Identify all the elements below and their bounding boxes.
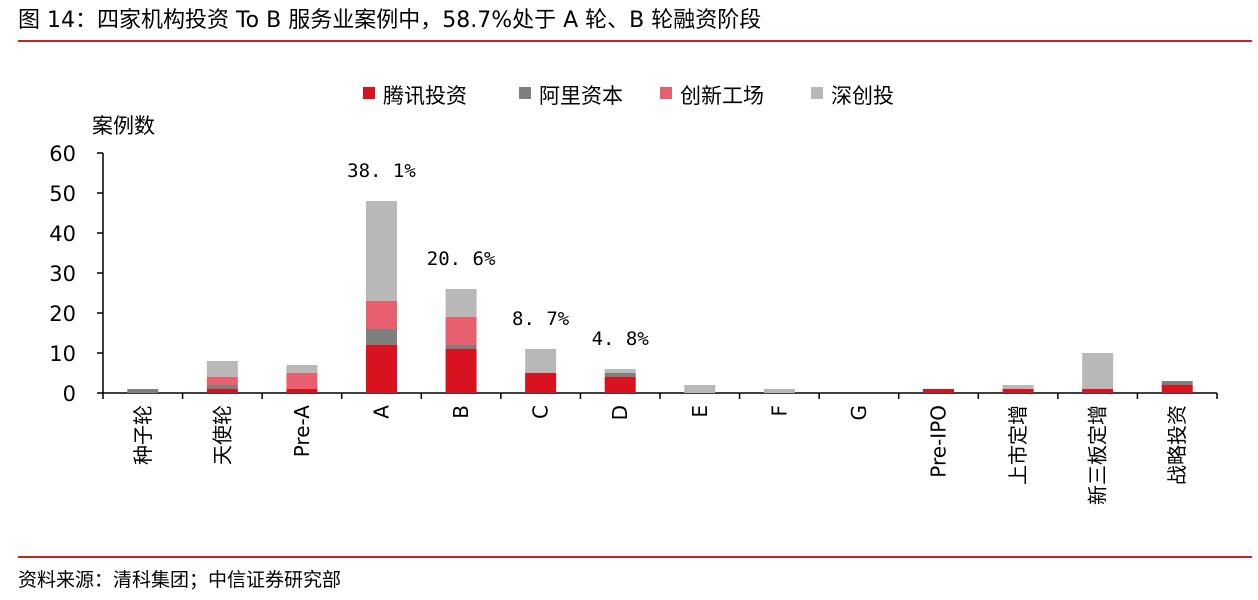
y-tick-labels: 0 10 20 30 40 50 60 xyxy=(49,142,76,406)
legend-swatch xyxy=(660,87,672,99)
bar-segment xyxy=(445,345,477,349)
y-axis-label: 案例数 xyxy=(92,114,155,138)
x-tick-label: E xyxy=(688,405,712,418)
bar-segment xyxy=(366,329,397,345)
bar-segment xyxy=(684,385,716,393)
x-tick-label: C xyxy=(529,405,553,419)
bar-segment xyxy=(1082,389,1114,393)
bar-segment xyxy=(604,369,636,373)
bar-segment xyxy=(923,389,954,393)
title-divider xyxy=(18,40,1252,42)
bars xyxy=(127,201,1193,393)
bar-segment xyxy=(445,317,477,345)
x-tick-label: 种子轮 xyxy=(131,405,155,465)
bar-segment xyxy=(206,385,238,389)
x-tick-label: 战略投资 xyxy=(1165,405,1189,485)
y-tick-label: 0 xyxy=(63,382,76,406)
bar-segment xyxy=(206,377,238,385)
bar-segment xyxy=(366,301,397,329)
legend-item: 阿里资本 xyxy=(519,84,623,108)
bar-annotation: 38. 1% xyxy=(347,160,416,182)
legend-label: 阿里资本 xyxy=(539,84,623,108)
x-tick-label: G xyxy=(847,405,871,421)
bar-segment xyxy=(206,389,238,393)
legend-item: 深创投 xyxy=(811,84,894,108)
bar-segment xyxy=(1161,381,1193,385)
x-tick-label: A xyxy=(370,405,394,419)
y-tick-label: 10 xyxy=(49,342,76,366)
y-tick-label: 40 xyxy=(49,222,76,246)
x-tick-label: Pre-IPO xyxy=(927,405,951,478)
bar-segment xyxy=(763,389,795,393)
x-tick-label: 天使轮 xyxy=(210,405,234,465)
bar-segment xyxy=(127,389,159,393)
bar-segment xyxy=(604,373,636,377)
stacked-bar-chart: 腾讯投资 阿里资本 创新工场 深创投 案例数 38. 1% 20. 6% 8. 7% 4. … xyxy=(49,84,1218,505)
bar-segment xyxy=(445,349,477,393)
bar-segment xyxy=(1161,385,1193,393)
legend-item: 腾讯投资 xyxy=(363,84,467,108)
figure-title: 图 14：四家机构投资 To B 服务业案例中，58.7%处于 A 轮、B 轮融… xyxy=(18,8,762,33)
chart-legend: 腾讯投资 阿里资本 创新工场 深创投 xyxy=(363,84,894,108)
axes xyxy=(97,152,1218,399)
bar-annotations: 38. 1% 20. 6% 8. 7% 4. 8% xyxy=(347,160,649,350)
bar-segment xyxy=(366,201,397,301)
legend-label: 创新工场 xyxy=(680,84,764,108)
bar-segment xyxy=(1002,389,1034,393)
legend-swatch xyxy=(363,87,375,99)
legend-item: 创新工场 xyxy=(660,84,764,108)
y-tick-label: 60 xyxy=(49,142,76,166)
bar-segment xyxy=(286,373,318,389)
y-tick-label: 30 xyxy=(49,262,76,286)
x-tick-label: F xyxy=(767,405,791,417)
bar-segment xyxy=(525,373,557,393)
y-tick-label: 20 xyxy=(49,302,76,326)
x-tick-label: 新三板定增 xyxy=(1086,405,1110,505)
x-tick-label: 上市定增 xyxy=(1006,405,1030,485)
x-tick-label: B xyxy=(449,405,473,419)
bar-annotation: 4. 8% xyxy=(592,328,650,350)
bar-segment xyxy=(1082,353,1114,389)
source-note: 资料来源：清科集团；中信证券研究部 xyxy=(18,569,342,591)
x-tick-label: Pre-A xyxy=(290,405,314,458)
bar-segment xyxy=(445,289,477,317)
bar-segment xyxy=(286,389,318,393)
source-divider xyxy=(18,556,1252,558)
bar-segment xyxy=(206,361,238,377)
legend-label: 深创投 xyxy=(831,84,894,108)
bar-segment xyxy=(604,377,636,393)
y-tick-label: 50 xyxy=(49,182,76,206)
bar-annotation: 20. 6% xyxy=(427,248,496,270)
x-tick-label: D xyxy=(608,405,632,420)
bar-annotation: 8. 7% xyxy=(512,308,570,330)
legend-swatch xyxy=(519,87,531,99)
bar-segment xyxy=(1002,385,1034,389)
legend-label: 腾讯投资 xyxy=(383,84,467,108)
bar-segment xyxy=(286,365,318,373)
bar-segment xyxy=(366,345,397,393)
legend-swatch xyxy=(811,87,823,99)
x-tick-labels: 种子轮 天使轮 Pre-A A B C D E F G Pre-IPO 上市定增 新三板定增 战略投资 xyxy=(131,405,1189,505)
bar-segment xyxy=(525,349,557,373)
